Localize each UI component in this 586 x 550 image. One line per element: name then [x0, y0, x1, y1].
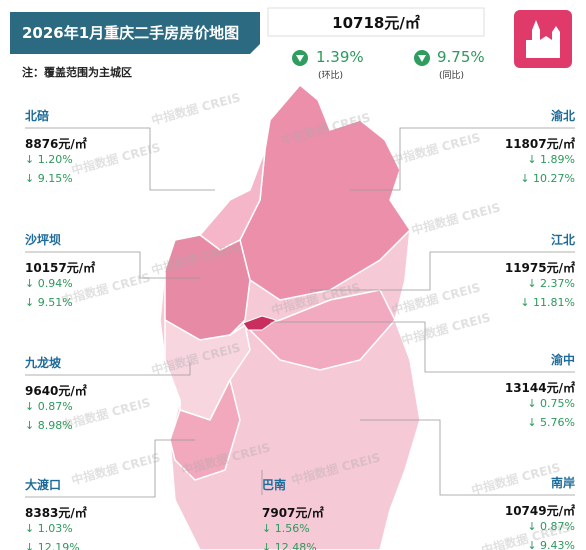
- district-name: 大渡口: [25, 478, 62, 492]
- region-shapingba: [164, 234, 251, 341]
- district-name: 九龙坡: [25, 356, 62, 370]
- leader-line: [25, 127, 215, 191]
- district-yoy: ↓ 9.43%: [527, 539, 575, 550]
- district-yoy: ↓ 5.76%: [527, 416, 575, 429]
- leader-line: [310, 251, 575, 291]
- district-name: 沙坪坝: [25, 233, 62, 247]
- district-name: 北碚: [25, 109, 50, 123]
- leader-lines: [25, 127, 575, 498]
- district-yoy: ↓ 11.81%: [520, 296, 575, 309]
- overall-price: 10718元/㎡: [332, 14, 420, 32]
- mom-value: 1.39%: [316, 48, 364, 66]
- district-yoy: ↓ 12.48%: [262, 541, 317, 550]
- district-name: 江北: [550, 233, 575, 247]
- district-name: 南岸: [550, 476, 575, 490]
- district-price: 7907元/㎡: [262, 506, 324, 520]
- leader-line: [25, 439, 195, 498]
- city-icon-skyline: [526, 20, 560, 58]
- district-name: 渝北: [550, 109, 575, 123]
- district-price: 10749元/㎡: [504, 504, 575, 518]
- district-price: 11807元/㎡: [504, 137, 575, 151]
- leader-line: [350, 127, 575, 191]
- district-mom: ↓ 0.75%: [527, 397, 575, 410]
- leader-line: [25, 362, 191, 376]
- district-name: 巴南: [262, 478, 287, 492]
- district-price: 11975元/㎡: [504, 261, 575, 275]
- note: 注：覆盖范围为主城区: [22, 66, 132, 79]
- yoy-label: (同比): [439, 71, 465, 81]
- title-banner: [10, 12, 260, 54]
- district-mom: ↓ 0.94%: [25, 277, 73, 290]
- district-price: 9640元/㎡: [25, 384, 87, 398]
- district-mom: ↓ 1.89%: [527, 153, 575, 166]
- leader-line: [25, 251, 200, 279]
- region-yuzhong: [242, 315, 278, 331]
- price-box: [267, 7, 485, 37]
- title: 2026年1月重庆二手房房价地图: [22, 24, 240, 42]
- district-yoy: ↓ 10.27%: [520, 172, 575, 185]
- yoy-value: 9.75%: [437, 48, 485, 66]
- district-price: 10157元/㎡: [25, 261, 96, 275]
- down-arrow: [296, 55, 304, 62]
- district-price: 8383元/㎡: [25, 506, 87, 520]
- district-yoy: ↓ 9.51%: [25, 296, 73, 309]
- district-yoy: ↓ 8.98%: [25, 419, 73, 432]
- down-arrow: [418, 55, 426, 62]
- district-name: 渝中: [550, 353, 575, 367]
- district-mom: ↓ 0.87%: [25, 400, 73, 413]
- district-mom: ↓ 1.20%: [25, 153, 73, 166]
- district-mom: ↓ 1.56%: [262, 522, 310, 535]
- mom-label: (环比): [318, 71, 344, 81]
- district-mom: ↓ 1.03%: [25, 522, 73, 535]
- region-nanan: [248, 289, 396, 371]
- leader-line: [270, 321, 575, 373]
- district-yoy: ↓ 12.19%: [25, 541, 80, 550]
- leader-line: [360, 419, 575, 496]
- district-mom: ↓ 0.87%: [527, 520, 575, 533]
- district-yoy: ↓ 9.15%: [25, 172, 73, 185]
- district-mom: ↓ 2.37%: [527, 277, 575, 290]
- district-price: 13144元/㎡: [504, 381, 575, 395]
- region-dadukou: [169, 377, 241, 481]
- district-price: 8876元/㎡: [25, 137, 87, 151]
